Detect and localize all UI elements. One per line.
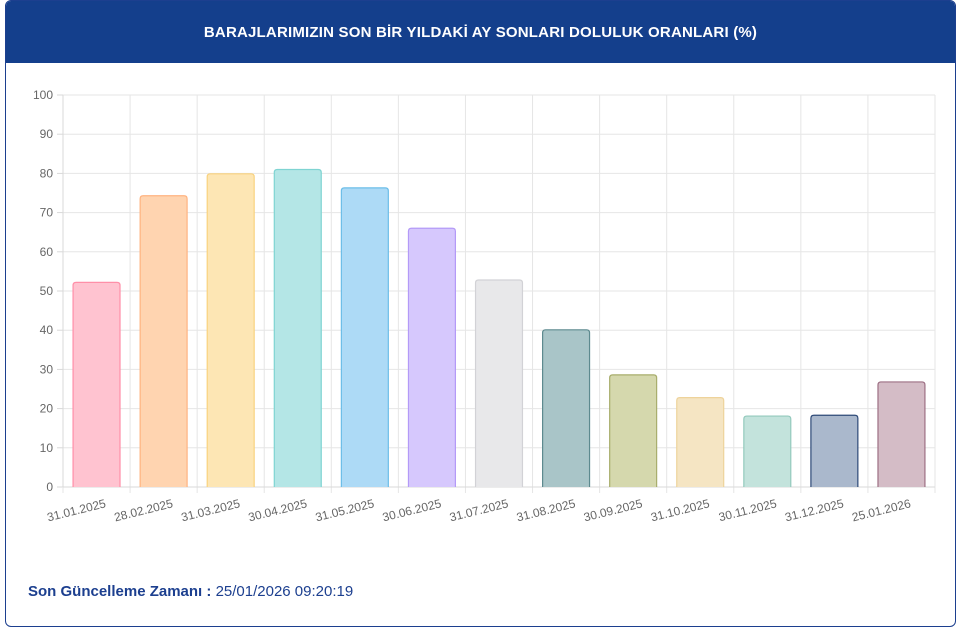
bar-31.03.2025	[206, 173, 255, 487]
x-tick-label: 30.04.2025	[247, 496, 309, 524]
last-update-label: Son Güncelleme Zamanı :	[28, 583, 212, 600]
bar-chart: 0 10 20 30 40 50 60 70 80 90 100 31.01.2025 28.02.20…	[33, 88, 936, 524]
chart-card: BARAJLARIMIZIN SON BİR YILDAKİ AY SONLAR…	[5, 0, 956, 627]
bar-31.08.2025	[542, 329, 591, 487]
bar-30.04.2025	[273, 168, 322, 487]
y-tick-label: 0	[46, 480, 53, 494]
y-tick-label: 30	[40, 362, 54, 376]
y-tick-label: 50	[40, 284, 54, 298]
last-update: Son Güncelleme Zamanı : 25/01/2026 09:20…	[28, 583, 353, 600]
x-tick-label: 25.01.2026	[851, 496, 913, 524]
chart-area: 0 10 20 30 40 50 60 70 80 90 100 31.01.2025 28.02.20…	[6, 63, 955, 553]
last-update-value: 25/01/2026 09:20:19	[215, 583, 354, 600]
y-tick-label: 100	[33, 88, 53, 102]
chart-title: BARAJLARIMIZIN SON BİR YILDAKİ AY SONLAR…	[6, 1, 955, 63]
x-tick-label: 31.12.2025	[783, 496, 845, 524]
x-tick-label: 30.06.2025	[381, 496, 443, 524]
bar-31.01.2025	[72, 281, 121, 487]
y-tick-label: 10	[40, 441, 54, 455]
bar-28.02.2025	[139, 195, 188, 487]
x-tick-label: 31.07.2025	[448, 496, 510, 524]
y-tick-label: 40	[40, 323, 54, 337]
bar-30.11.2025	[743, 415, 792, 487]
y-tick-label: 80	[40, 166, 54, 180]
x-tick-label: 31.03.2025	[180, 496, 242, 524]
y-tick-label: 60	[40, 245, 54, 259]
x-tick-label: 30.09.2025	[582, 496, 644, 524]
bar-31.05.2025	[340, 187, 389, 487]
y-tick-label: 20	[40, 402, 54, 416]
x-tick-label: 30.11.2025	[717, 496, 778, 524]
x-tick-label: 28.02.2025	[113, 496, 175, 524]
bar-30.06.2025	[407, 227, 456, 487]
y-tick-label: 90	[40, 127, 54, 141]
bar-25.01.2026	[877, 381, 926, 487]
x-tick-label: 31.05.2025	[314, 496, 376, 524]
x-tick-label: 31.08.2025	[515, 496, 577, 524]
x-tick-label: 31.10.2025	[649, 496, 711, 524]
y-tick-label: 70	[40, 206, 54, 220]
bar-31.07.2025	[474, 279, 524, 487]
bar-31.12.2025	[810, 414, 859, 487]
x-tick-label: 31.01.2025	[46, 496, 108, 524]
bar-31.10.2025	[676, 397, 725, 487]
bar-30.09.2025	[609, 374, 658, 487]
